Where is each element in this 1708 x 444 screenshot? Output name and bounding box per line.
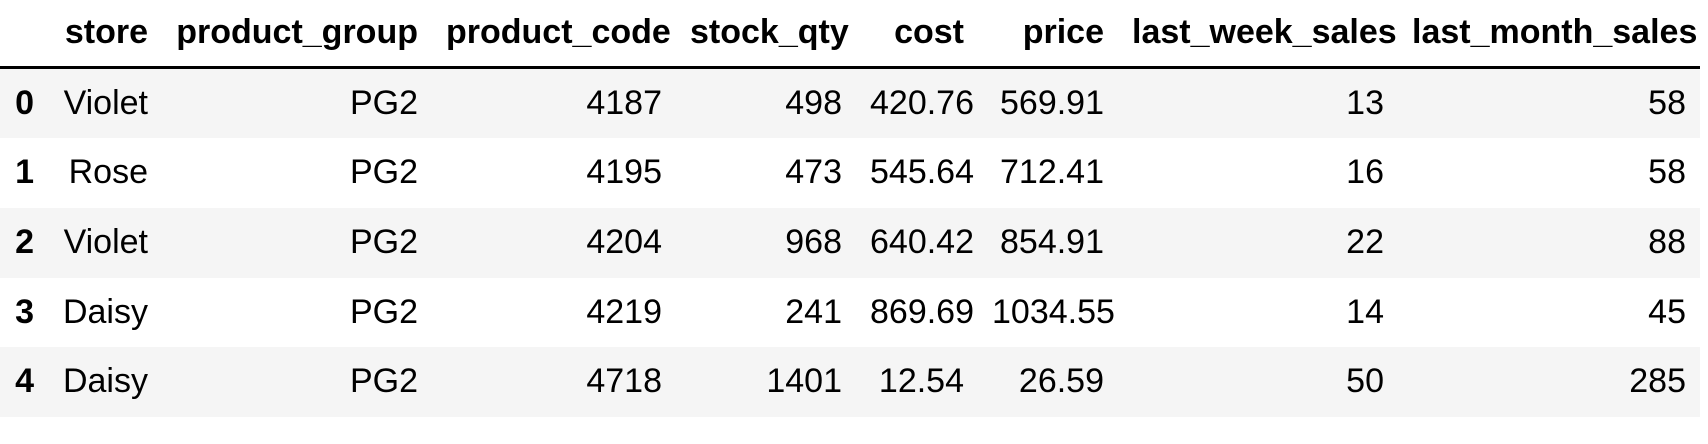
cell-cost: 869.69 [870,292,974,331]
column-header-store: store [48,0,162,69]
cell-last-month-sales: 285 [1629,362,1686,401]
cell-product-group: PG2 [349,362,418,401]
cell-product-group: PG2 [349,153,418,192]
column-header-last-week-sales: last_week_sales [1118,0,1398,69]
cell-last-month-sales: 58 [1648,83,1686,122]
cell-stock-qty: 1401 [766,362,842,401]
dataframe-table: store product_group product_code stock_q… [0,0,1700,418]
cell-last-week-sales: 22 [1346,223,1384,262]
cell-cost: 545.64 [870,153,974,192]
column-header-product-code: product_code [432,0,676,69]
table-row: 0 Violet PG2 4187 498 420.76 569.91 13 5… [0,67,1700,139]
cell-stock-qty: 498 [785,83,842,122]
cell-last-month-sales: 88 [1648,223,1686,262]
cell-product-group: PG2 [349,83,418,122]
cell-last-week-sales: 50 [1346,362,1384,401]
index-column-header [0,0,48,69]
cell-cost: 12.54 [878,362,964,401]
row-index: 2 [15,223,34,262]
header-row: store product_group product_code stock_q… [0,0,1700,69]
cell-store: Violet [63,223,148,262]
cell-last-month-sales: 58 [1648,153,1686,192]
cell-price: 1034.55 [992,292,1115,331]
cell-stock-qty: 241 [785,292,842,331]
table-row: 1 Rose PG2 4195 473 545.64 712.41 16 58 [0,138,1700,209]
cell-product-group: PG2 [349,223,418,262]
cell-store: Daisy [62,362,148,401]
cell-stock-qty: 473 [785,153,842,192]
cell-product-group: PG2 [349,292,418,331]
cell-last-month-sales: 45 [1648,292,1686,331]
cell-price: 569.91 [1000,83,1104,122]
cell-price: 712.41 [1000,153,1104,192]
table-row: 2 Violet PG2 4204 968 640.42 854.91 22 8… [0,208,1700,278]
column-header-last-month-sales: last_month_sales [1398,0,1700,69]
cell-product-code: 4219 [586,292,662,331]
cell-last-week-sales: 16 [1346,153,1384,192]
row-index: 3 [15,292,34,331]
row-index: 0 [15,83,34,122]
cell-price: 26.59 [1018,362,1104,401]
cell-last-week-sales: 14 [1346,292,1384,331]
cell-last-week-sales: 13 [1346,83,1384,122]
cell-cost: 420.76 [870,83,974,122]
column-header-stock-qty: stock_qty [676,0,856,69]
cell-product-code: 4195 [586,153,662,192]
cell-store: Violet [63,83,148,122]
cell-product-code: 4204 [586,223,662,262]
table-row: 3 Daisy PG2 4219 241 869.69 1034.55 14 4… [0,277,1700,348]
cell-price: 854.91 [1000,223,1104,262]
row-index: 1 [15,153,34,192]
column-header-price: price [978,0,1118,69]
cell-product-code: 4187 [586,83,662,122]
row-index: 4 [15,362,34,401]
table-row: 4 Daisy PG2 4718 1401 12.54 26.59 50 285 [0,347,1700,418]
cell-store: Rose [68,153,148,192]
cell-store: Daisy [62,292,148,331]
cell-stock-qty: 968 [785,223,842,262]
cell-cost: 640.42 [870,223,974,262]
column-header-product-group: product_group [162,0,432,69]
dataframe-output: store product_group product_code stock_q… [0,0,1700,418]
column-header-cost: cost [856,0,978,69]
cell-product-code: 4718 [586,362,662,401]
